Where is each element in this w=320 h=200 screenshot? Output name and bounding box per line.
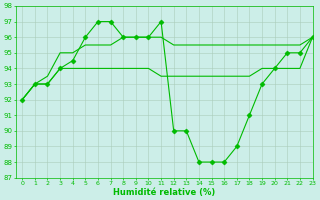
X-axis label: Humidité relative (%): Humidité relative (%) (113, 188, 215, 197)
